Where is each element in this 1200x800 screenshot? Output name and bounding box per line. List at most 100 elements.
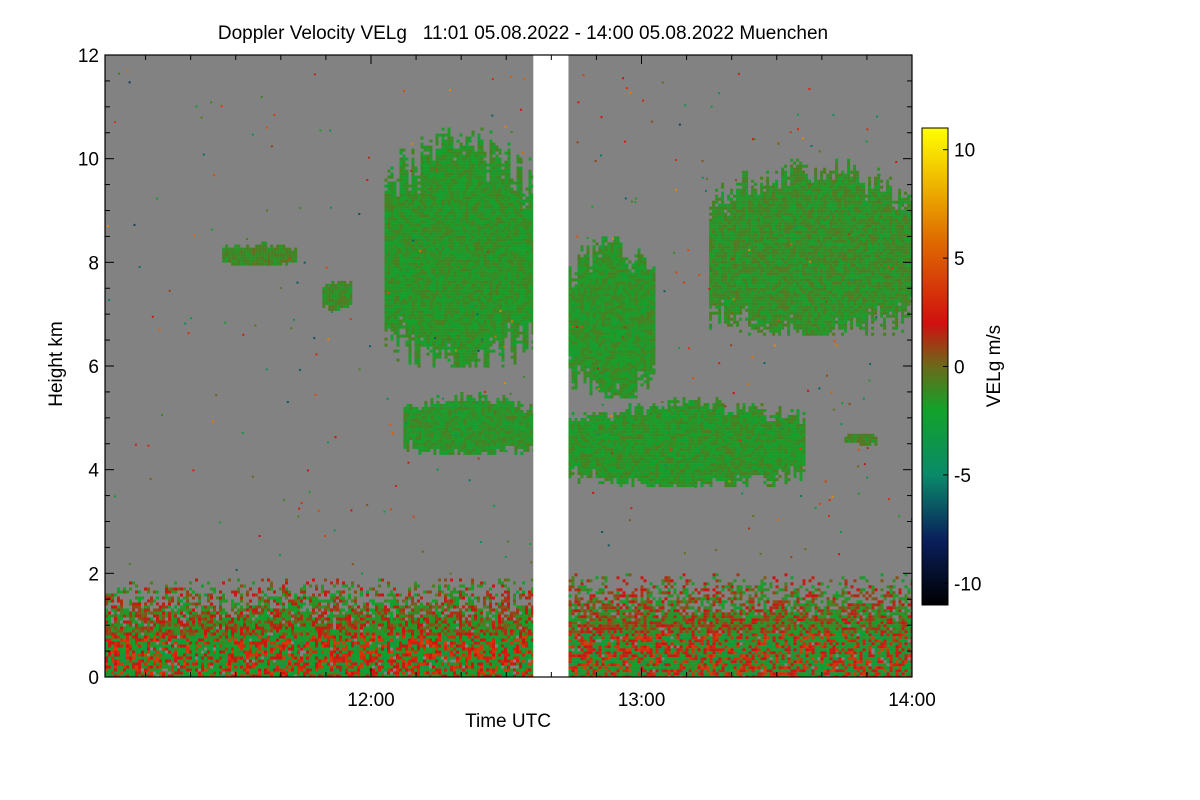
heatmap-cell (477, 674, 480, 677)
heatmap-cell (643, 615, 647, 619)
heatmap-cell (646, 600, 650, 604)
heatmap-cell (664, 615, 668, 619)
heatmap-cell (628, 573, 632, 577)
heatmap-cell (327, 638, 330, 642)
heatmap-cell (423, 635, 426, 639)
heatmap-cell (679, 651, 683, 655)
heatmap-cell (207, 647, 210, 651)
heatmap-cell (444, 674, 447, 677)
heatmap-cell (255, 632, 258, 636)
heatmap-cell (715, 573, 719, 577)
heatmap-cell (165, 587, 168, 591)
heatmap-cell (120, 590, 123, 594)
heatmap-cell (321, 641, 324, 645)
heatmap-cell (420, 617, 423, 621)
heatmap-cell (568, 663, 572, 667)
heatmap-cell (207, 674, 210, 677)
heatmap-cell (327, 626, 330, 630)
heatmap-cell (306, 656, 309, 660)
heatmap-cell (390, 674, 393, 677)
heatmap-cell (486, 641, 489, 645)
heatmap-cell (141, 647, 144, 651)
heatmap-cell (105, 638, 108, 642)
heatmap-cell (655, 675, 659, 677)
heatmap-cell (336, 626, 339, 630)
heatmap-cell (712, 594, 716, 598)
heatmap-cell (120, 656, 123, 660)
heatmap-cell (598, 624, 602, 628)
heatmap-cell (441, 617, 444, 621)
heatmap-cell (465, 623, 468, 627)
heatmap-cell (120, 617, 123, 621)
heatmap-cell (622, 660, 626, 664)
heatmap-cell (363, 647, 366, 651)
heatmap-cell (384, 626, 387, 630)
heatmap-cell (351, 584, 354, 588)
heatmap-cell (330, 659, 333, 663)
heatmap-cell (294, 662, 297, 666)
heatmap-cell (387, 593, 390, 597)
heatmap-cell (123, 629, 126, 633)
heatmap-cell (237, 614, 240, 618)
heatmap-cell (571, 663, 575, 667)
heatmap-cell (414, 656, 417, 660)
heatmap-cell (231, 608, 234, 612)
heatmap-cell (405, 662, 408, 666)
heatmap-cell (622, 594, 626, 598)
heatmap-cell (270, 659, 273, 663)
heatmap-cell (604, 663, 608, 667)
heatmap-cell (528, 641, 531, 645)
heatmap-cell (198, 632, 201, 636)
heatmap-cell (240, 641, 243, 645)
heatmap-cell (489, 629, 492, 633)
heatmap-cell (231, 662, 234, 666)
heatmap-cell (453, 647, 456, 651)
heatmap-cell (147, 617, 150, 621)
heatmap-cell (522, 620, 525, 624)
heatmap-cell (625, 639, 629, 643)
heatmap-cell (342, 602, 345, 606)
heatmap-cell (574, 651, 578, 655)
heatmap-cell (117, 587, 120, 591)
heatmap-cell (255, 641, 258, 645)
heatmap-cell (631, 672, 635, 676)
heatmap-cell (159, 632, 162, 636)
heatmap-cell (652, 609, 656, 613)
heatmap-cell (462, 626, 465, 630)
heatmap-cell (492, 623, 495, 627)
heatmap-cell (225, 611, 228, 615)
heatmap-cell (450, 647, 453, 651)
heatmap-cell (246, 629, 249, 633)
heatmap-cell (375, 632, 378, 636)
heatmap-cell (664, 642, 668, 646)
heatmap-cell (138, 638, 141, 642)
heatmap-cell (147, 638, 150, 642)
heatmap-cell (595, 657, 599, 661)
heatmap-cell (697, 615, 701, 619)
heatmap-cell (580, 627, 584, 631)
heatmap-cell (354, 662, 357, 666)
heatmap-cell (219, 659, 222, 663)
heatmap-cell (474, 662, 477, 666)
heatmap-cell (303, 593, 306, 597)
heatmap-cell (592, 618, 596, 622)
heatmap-cell (207, 632, 210, 636)
heatmap-cell (715, 600, 719, 604)
heatmap-cell (201, 605, 204, 609)
heatmap-cell (225, 656, 228, 660)
heatmap-cell (516, 650, 519, 654)
heatmap-cell (129, 665, 132, 669)
heatmap-cell (646, 633, 650, 637)
heatmap-cell (610, 600, 614, 604)
heatmap-cell (411, 650, 414, 654)
heatmap-cell (661, 651, 665, 655)
heatmap-cell (667, 669, 671, 673)
heatmap-cell (694, 609, 698, 613)
heatmap-cell (315, 599, 318, 603)
heatmap-cell (309, 584, 312, 588)
heatmap-cell (583, 621, 587, 625)
heatmap-cell (610, 675, 614, 677)
heatmap-cell (378, 602, 381, 606)
heatmap-cell (498, 629, 501, 633)
heatmap-cell (571, 603, 575, 607)
